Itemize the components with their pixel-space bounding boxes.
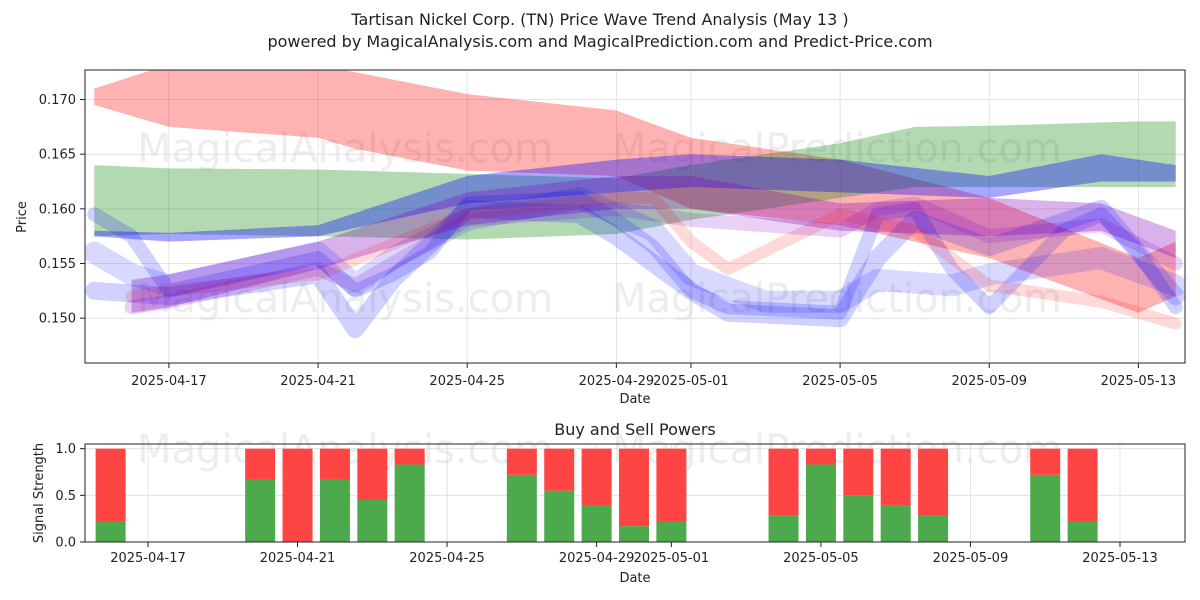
buy-power-bar	[506, 474, 537, 542]
chart-title: Tartisan Nickel Corp. (TN) Price Wave Tr…	[350, 10, 848, 29]
buy-power-bar	[319, 479, 350, 542]
sell-power-bar	[357, 448, 388, 500]
power-x-axis-label: Date	[619, 571, 650, 586]
buy-power-bar	[544, 490, 575, 542]
watermark-text: MagicalPrediction.com	[612, 427, 1062, 473]
power-plot-frame	[84, 443, 1186, 543]
price-panel: MagicalAnalysis.com MagicalPrediction.co…	[15, 69, 1186, 407]
sell-power-bar	[506, 448, 537, 475]
price-plot-frame	[84, 69, 1186, 364]
buy-power-bar	[805, 464, 836, 542]
price-x-tick-label: 2025-04-29	[579, 374, 655, 389]
sell-power-bar	[1067, 448, 1098, 522]
price-watermarks: MagicalAnalysis.com MagicalPrediction.co…	[137, 126, 1062, 322]
buy-power-bar	[656, 521, 687, 542]
power-x-ticks: 2025-04-17 2025-04-21 2025-04-25 2025-04-29…	[110, 542, 1158, 566]
power-y-ticks: 0.0 0.5 1.0	[55, 442, 85, 551]
power-x-tick-label: 2025-04-29	[559, 551, 635, 566]
price-x-tick-label: 2025-05-01	[653, 374, 729, 389]
power-x-tick-label: 2025-05-13	[1082, 551, 1158, 566]
price-y-tick-label: 0.165	[39, 148, 76, 163]
purple-wave-path	[124, 196, 1183, 315]
buy-power-bar	[880, 505, 911, 542]
price-y-tick-label: 0.155	[39, 257, 76, 272]
sell-power-bar	[656, 448, 687, 522]
sell-power-bar	[245, 448, 276, 480]
sell-power-bar	[1030, 448, 1061, 475]
price-x-ticks: 2025-04-17 2025-04-21 2025-04-25 2025-04-29…	[131, 363, 1176, 389]
power-x-tick-label: 2025-05-01	[634, 551, 710, 566]
sell-power-bar	[805, 448, 836, 465]
watermark-text: MagicalPrediction.com	[612, 276, 1062, 322]
price-x-tick-label: 2025-05-05	[802, 374, 878, 389]
power-y-tick-label: 0.5	[55, 489, 76, 504]
red-wave-path	[125, 191, 1182, 330]
buy-power-bar	[1030, 474, 1061, 542]
red-trend-band	[94, 70, 1176, 313]
power-x-tick-label: 2025-04-21	[260, 551, 336, 566]
blue-wave-path	[85, 186, 1185, 313]
price-y-tick-label: 0.170	[39, 93, 76, 108]
buy-power-bar	[918, 515, 949, 542]
chart-subtitle: powered by MagicalAnalysis.com and Magic…	[267, 32, 932, 51]
power-x-tick-label: 2025-05-05	[783, 551, 859, 566]
price-y-tick-label: 0.160	[39, 202, 76, 217]
sell-power-bar	[880, 448, 911, 506]
sell-power-bar	[768, 448, 799, 516]
buy-power-bar	[619, 526, 649, 542]
power-panel: Buy and Sell Powers MagicalAnalysis.com …	[32, 420, 1186, 586]
price-waves	[85, 186, 1185, 339]
sell-power-bar	[95, 448, 126, 522]
watermark-text: MagicalPrediction.com	[612, 126, 1062, 172]
purple-trend-band	[131, 176, 1176, 313]
watermark-text: MagicalAnalysis.com	[137, 276, 553, 322]
price-x-tick-label: 2025-04-17	[131, 374, 207, 389]
blue-wave-path	[87, 190, 1183, 320]
buy-power-bar	[768, 515, 799, 542]
sell-power-bar	[319, 448, 350, 480]
watermark-text: MagicalAnalysis.com	[137, 126, 553, 172]
buy-power-bar	[95, 521, 126, 542]
sell-power-bar	[619, 448, 649, 527]
price-x-tick-label: 2025-05-13	[1101, 374, 1177, 389]
power-bars	[95, 448, 1098, 542]
price-y-ticks: 0.150 0.155 0.160 0.165 0.170	[39, 93, 85, 327]
sell-power-bar	[918, 448, 949, 516]
sell-power-bar	[843, 448, 874, 496]
buy-power-bar	[581, 505, 612, 542]
buy-power-bar	[357, 500, 388, 542]
power-x-tick-label: 2025-04-25	[409, 551, 485, 566]
buy-power-bar	[843, 495, 874, 542]
power-y-tick-label: 0.0	[55, 536, 76, 551]
power-chart-title: Buy and Sell Powers	[554, 420, 716, 439]
price-grid	[85, 70, 1185, 363]
sell-power-bar	[544, 448, 575, 491]
buy-power-bar	[245, 479, 276, 542]
buy-power-bar	[394, 464, 425, 542]
price-y-tick-label: 0.150	[39, 312, 76, 327]
price-x-tick-label: 2025-04-25	[429, 374, 505, 389]
sell-power-bar	[282, 448, 313, 542]
sell-power-bar	[581, 448, 612, 506]
price-y-axis-label: Price	[15, 201, 30, 233]
price-x-tick-label: 2025-05-09	[951, 374, 1027, 389]
blue-trend-band	[94, 154, 1176, 242]
price-bands	[94, 70, 1176, 313]
green-trend-band	[94, 121, 1176, 240]
power-x-tick-label: 2025-04-17	[110, 551, 186, 566]
price-x-tick-label: 2025-04-21	[280, 374, 356, 389]
blue-wave-path	[85, 199, 1185, 339]
power-x-tick-label: 2025-05-09	[933, 551, 1009, 566]
buy-power-bar	[1067, 521, 1098, 542]
power-y-axis-label: Signal Strength	[32, 443, 47, 543]
power-y-tick-label: 1.0	[55, 442, 76, 457]
sell-power-bar	[394, 448, 425, 465]
price-x-axis-label: Date	[619, 392, 650, 407]
